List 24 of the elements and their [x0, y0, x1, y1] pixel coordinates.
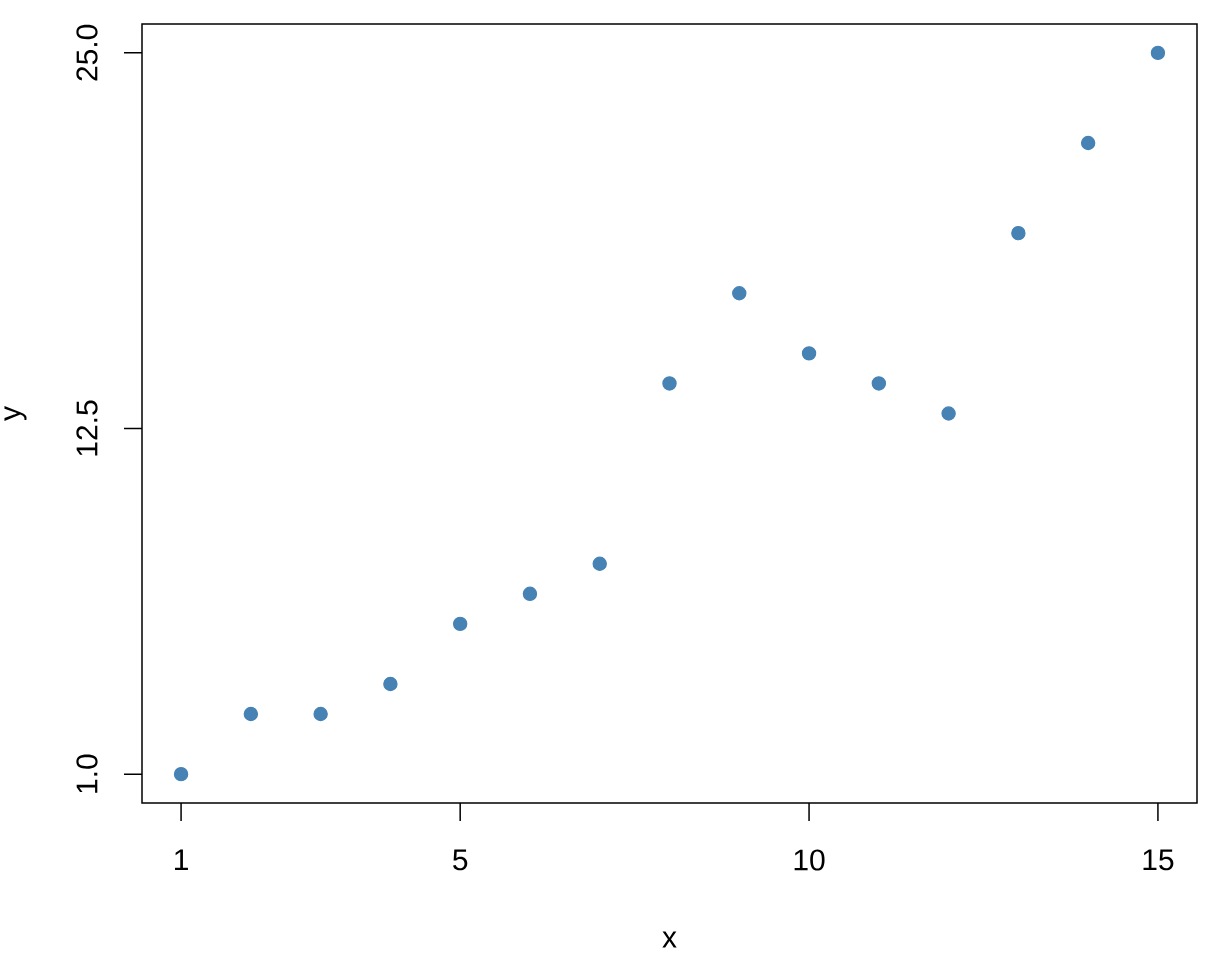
x-tick-label: 5 — [453, 849, 468, 871]
y-tick-label: 12.5 — [76, 400, 98, 456]
y-tick-label: 25.0 — [76, 24, 98, 81]
point — [1150, 45, 1166, 61]
point — [662, 376, 677, 391]
y-tick-label: 1.0 — [76, 754, 98, 793]
point — [522, 586, 538, 602]
x-tick-label: 15 — [1143, 849, 1174, 871]
point — [941, 406, 956, 421]
point — [801, 346, 817, 361]
point — [383, 676, 398, 692]
point — [452, 616, 468, 632]
x-tick-label: 10 — [794, 849, 825, 871]
x-tick-label: 1 — [175, 849, 188, 871]
point — [243, 706, 259, 722]
point — [592, 556, 607, 571]
point — [1080, 135, 1096, 151]
point — [1011, 225, 1026, 241]
x-axis-title: x — [662, 931, 677, 948]
point — [871, 376, 887, 391]
y-axis-title: y — [4, 406, 27, 421]
point — [313, 706, 328, 722]
point — [732, 286, 747, 301]
point — [173, 766, 189, 782]
